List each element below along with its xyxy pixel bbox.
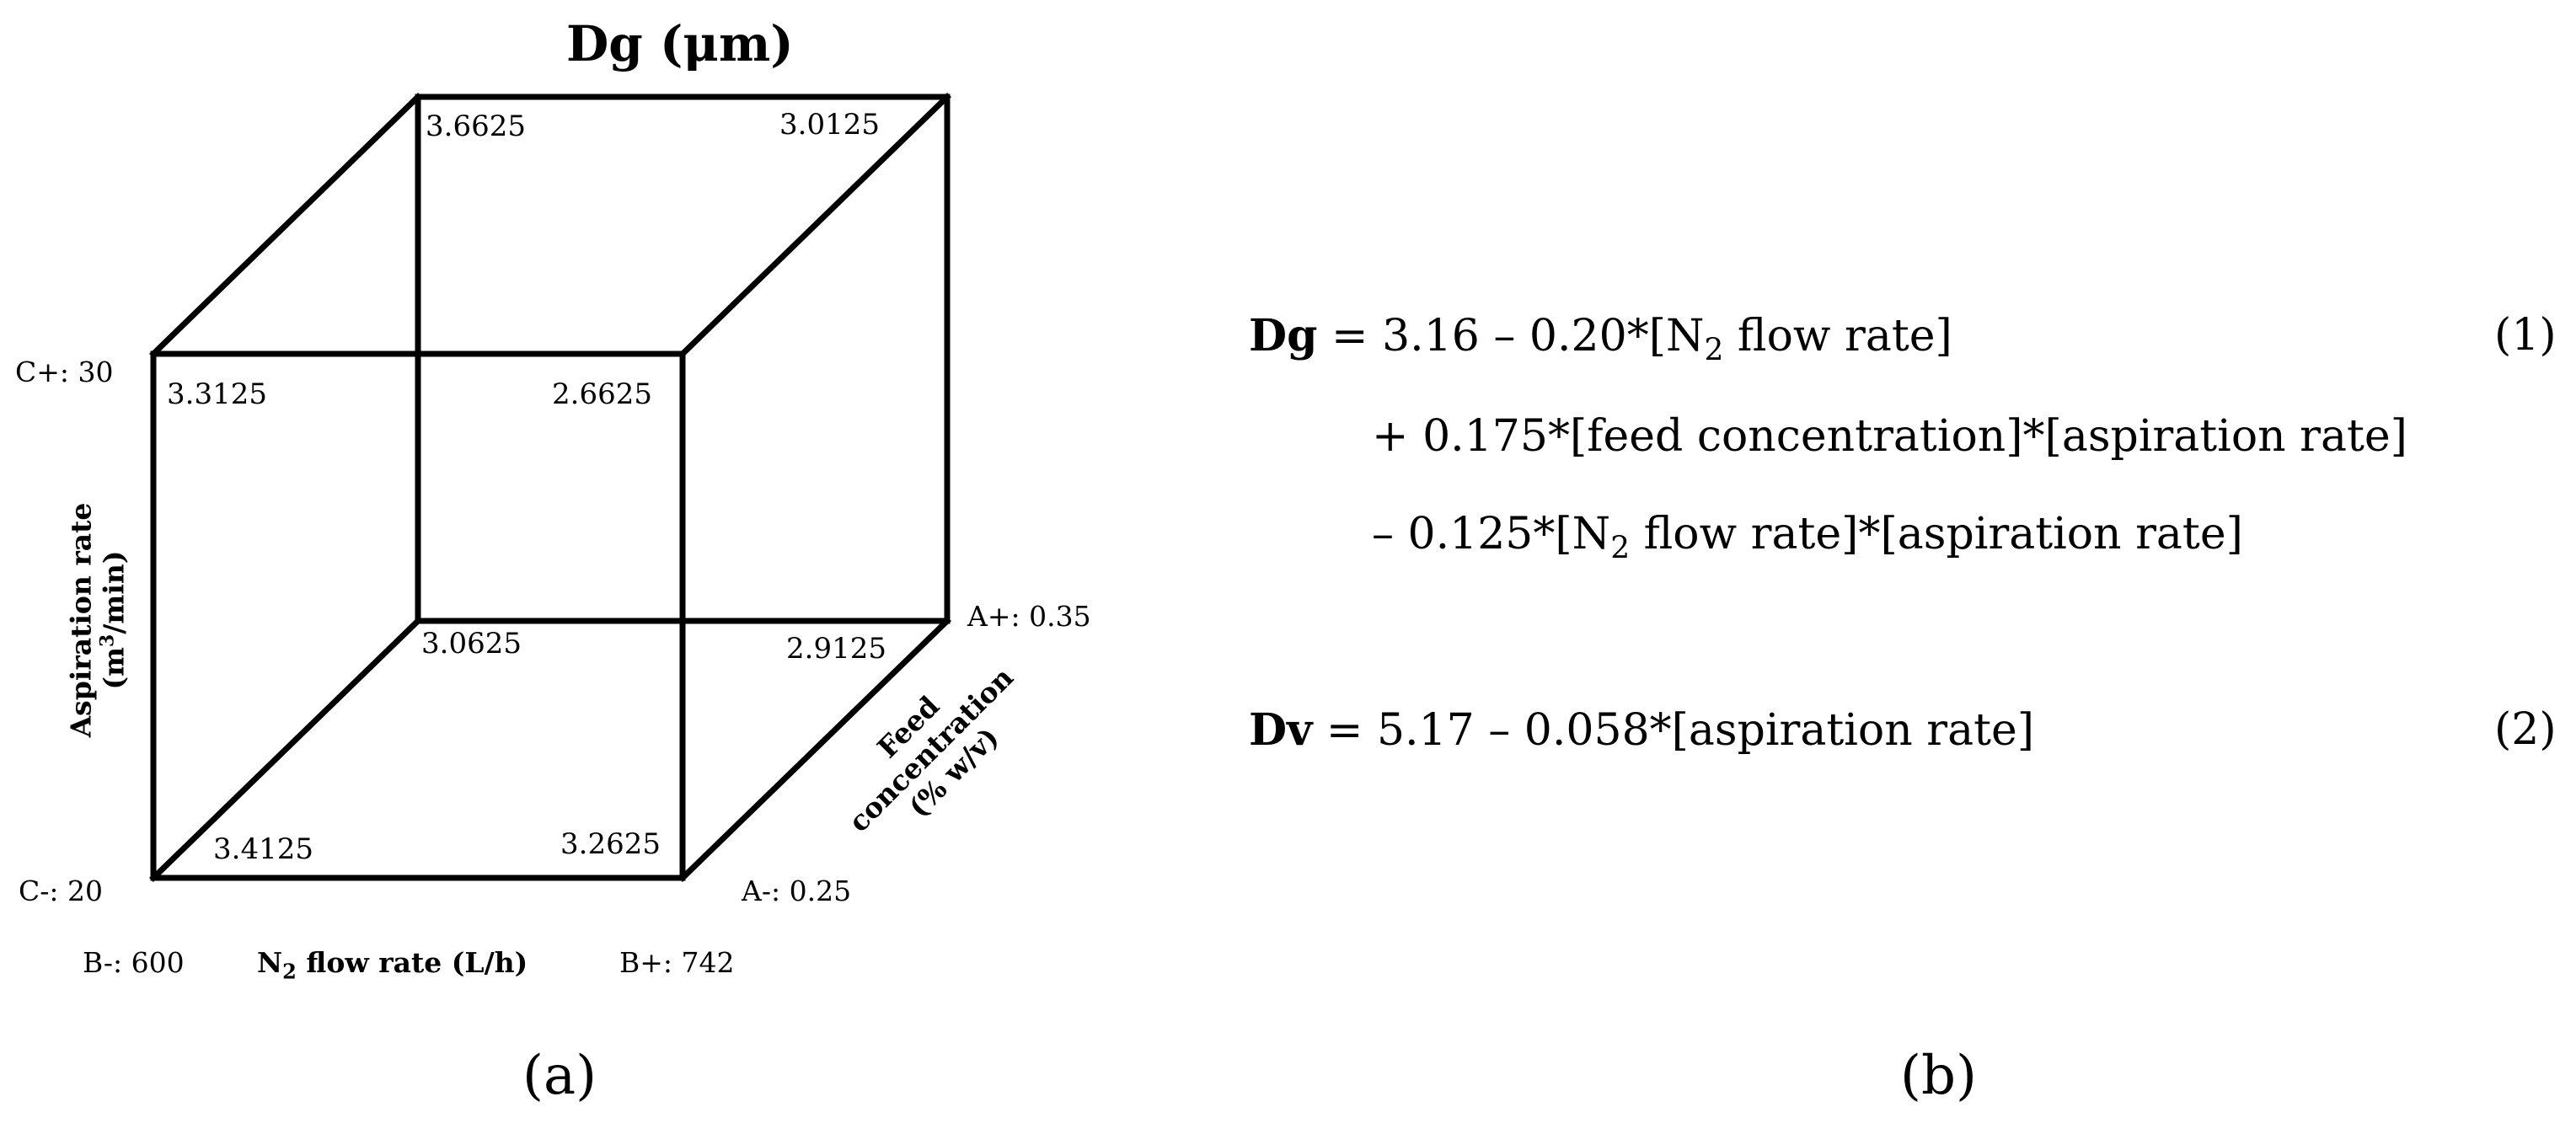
corner-value-back-bottom-left: 3.0625	[421, 627, 522, 661]
axis-label-n2-flow-rate: N2 flow rate (L/h)	[257, 946, 528, 984]
equation-1-line-1: Dg = 3.16 – 0.20*[N2 flow rate]	[1249, 310, 1952, 368]
axis-label-aspiration-rate: Aspiration rate (m3/min)	[64, 502, 131, 738]
equation-1-line-2: + 0.175*[feed concentration]*[aspiration…	[1372, 411, 2407, 462]
equation-1-number: (1)	[2494, 310, 2557, 361]
level-c-plus: C+: 30	[15, 356, 114, 388]
level-b-minus: B-: 600	[83, 946, 185, 979]
cube-edge-top-right	[678, 93, 951, 358]
cube-edge-bottom-right	[678, 617, 951, 882]
cube-front-face	[150, 350, 686, 881]
corner-value-front-bottom-right: 3.2625	[560, 827, 661, 861]
equation-1-line-3: – 0.125*[N2 flow rate]*[aspiration rate]	[1372, 509, 2243, 566]
panel-label-b: (b)	[1900, 1045, 1977, 1107]
corner-value-back-top-left: 3.6625	[426, 110, 526, 143]
panel-label-a: (a)	[522, 1045, 597, 1107]
corner-value-front-bottom-left: 3.4125	[213, 832, 313, 866]
equation-2-number: (2)	[2494, 704, 2557, 755]
level-c-minus: C-: 20	[19, 875, 103, 907]
cube-title: Dg (μm)	[566, 15, 794, 72]
level-a-minus: A-: 0.25	[742, 875, 852, 907]
level-a-plus: A+: 0.35	[967, 600, 1091, 633]
cube-edge-top-left	[149, 93, 422, 358]
corner-value-front-top-right: 2.6625	[552, 377, 652, 411]
corner-value-back-top-right: 3.0125	[779, 108, 880, 142]
equation-2: Dv = 5.17 – 0.058*[aspiration rate]	[1249, 704, 2035, 756]
corner-value-front-top-left: 3.3125	[167, 377, 267, 411]
corner-value-back-bottom-right: 2.9125	[786, 632, 886, 666]
cube-edge-bottom-left	[149, 617, 422, 882]
level-b-plus: B+: 742	[619, 946, 735, 979]
